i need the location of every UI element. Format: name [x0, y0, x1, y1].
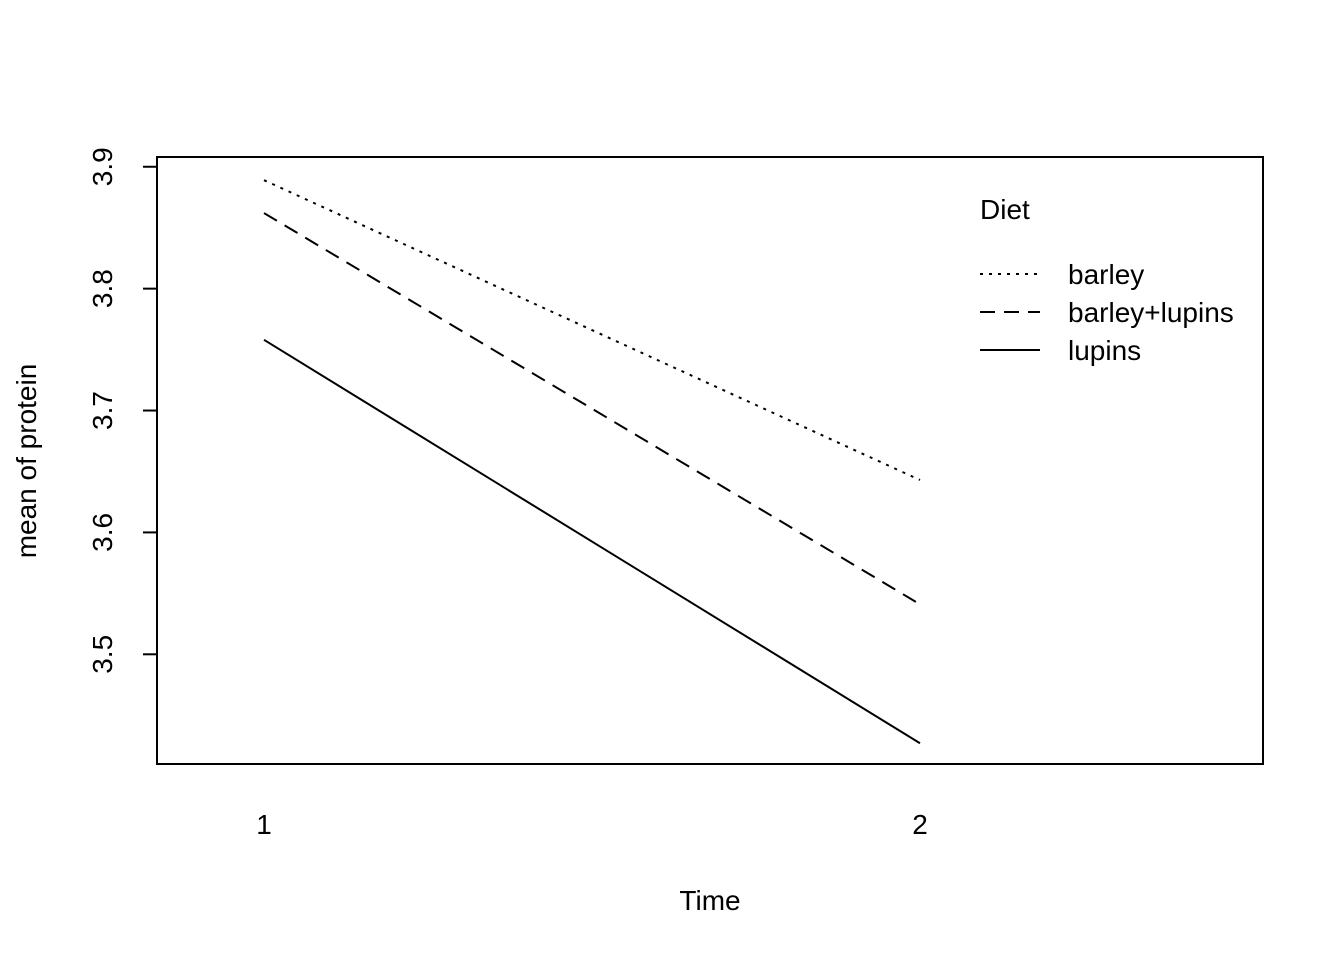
series-line-barley-lupins [263, 212, 921, 606]
x-tick-label: 2 [912, 809, 928, 840]
legend-label: lupins [1068, 335, 1141, 366]
y-tick-label: 3.9 [87, 147, 118, 186]
legend: Diet barley barley+lupins lupins [980, 194, 1234, 366]
series-line-barley [263, 179, 921, 481]
series-lines [263, 179, 921, 745]
series-line-lupins [263, 338, 921, 745]
y-axis-title: mean of protein [11, 364, 42, 559]
legend-title: Diet [980, 194, 1030, 225]
x-tick-label: 1 [256, 809, 272, 840]
legend-label: barley [1068, 259, 1144, 290]
y-tick-label: 3.8 [87, 269, 118, 308]
y-axis: 3.5 3.6 3.7 3.8 3.9 [87, 147, 158, 674]
legend-label: barley+lupins [1068, 297, 1234, 328]
y-tick-label: 3.5 [87, 635, 118, 674]
x-axis-title: Time [679, 885, 740, 916]
plot-frame [156, 156, 1264, 765]
y-tick-label: 3.7 [87, 391, 118, 430]
y-tick-label: 3.6 [87, 513, 118, 552]
